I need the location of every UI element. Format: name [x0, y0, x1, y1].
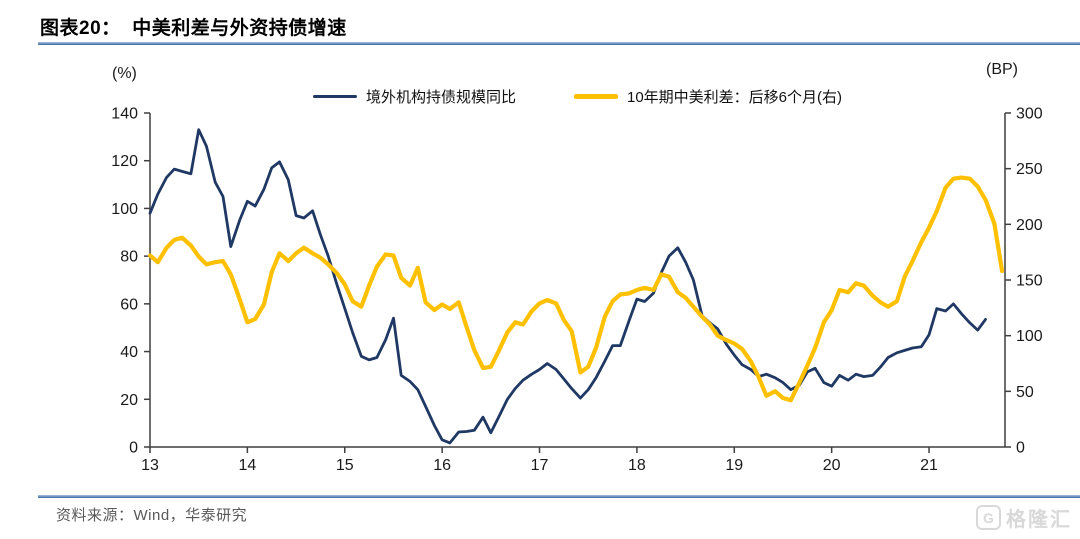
left-axis-tick-label: 80 [120, 249, 138, 266]
right-axis-tick-label: 50 [1016, 384, 1034, 401]
navy-line-swatch-icon [312, 95, 357, 98]
x-axis-tick-label: 18 [628, 457, 646, 474]
left-axis-tick-label: 20 [120, 392, 138, 409]
left-axis-tick-label: 140 [111, 106, 138, 123]
legend-label-rate-spread: 10年期中美利差：后移6个月(右) [626, 89, 843, 106]
x-axis-tick-label: 13 [141, 457, 159, 474]
title-divider [38, 42, 1080, 45]
right-axis-unit-label: (BP) [986, 61, 1018, 78]
left-axis-unit-label: (%) [112, 65, 137, 82]
legend-item-foreign-holdings: 境外机构持债规模同比 [312, 86, 516, 107]
figure-title: 图表20： 中美利差与外资持债增速 [40, 18, 347, 39]
right-axis-tick-label: 200 [1016, 217, 1043, 234]
gold-line-swatch-icon [573, 94, 618, 99]
legend-label-foreign-holdings: 境外机构持债规模同比 [365, 89, 516, 106]
chart-legend: 境外机构持债规模同比 10年期中美利差：后移6个月(右) [150, 86, 1005, 107]
right-axis-tick-label: 250 [1016, 161, 1043, 178]
right-axis-tick-label: 150 [1016, 273, 1043, 290]
series-line-rate-spread [147, 175, 1005, 403]
right-axis-tick-label: 100 [1016, 328, 1043, 345]
x-axis-tick-label: 21 [920, 457, 938, 474]
x-axis-tick-label: 16 [433, 457, 451, 474]
source-note: 资料来源：Wind，华泰研究 [56, 507, 248, 524]
left-axis-tick-label: 40 [120, 344, 138, 361]
x-axis-tick-label: 15 [336, 457, 354, 474]
left-axis-tick-label: 0 [129, 440, 138, 457]
x-axis-tick-label: 17 [531, 457, 549, 474]
left-axis-tick-label: 120 [111, 153, 138, 170]
footer-divider [38, 495, 1080, 498]
x-axis-tick-label: 14 [238, 457, 256, 474]
left-axis-tick-label: 60 [120, 296, 138, 313]
gelonghui-logo-icon: G [976, 505, 1001, 530]
gelonghui-watermark: G 格隆汇 [976, 503, 1072, 532]
x-axis-tick-label: 19 [725, 457, 743, 474]
left-axis-tick-label: 100 [111, 201, 138, 218]
right-axis-tick-label: 300 [1016, 106, 1043, 123]
x-axis-tick-label: 20 [823, 457, 841, 474]
watermark-text: 格隆汇 [1006, 509, 1072, 531]
legend-item-rate-spread: 10年期中美利差：后移6个月(右) [573, 86, 843, 107]
series-line-foreign-holdings [148, 128, 987, 445]
right-axis-tick-label: 0 [1016, 440, 1025, 457]
